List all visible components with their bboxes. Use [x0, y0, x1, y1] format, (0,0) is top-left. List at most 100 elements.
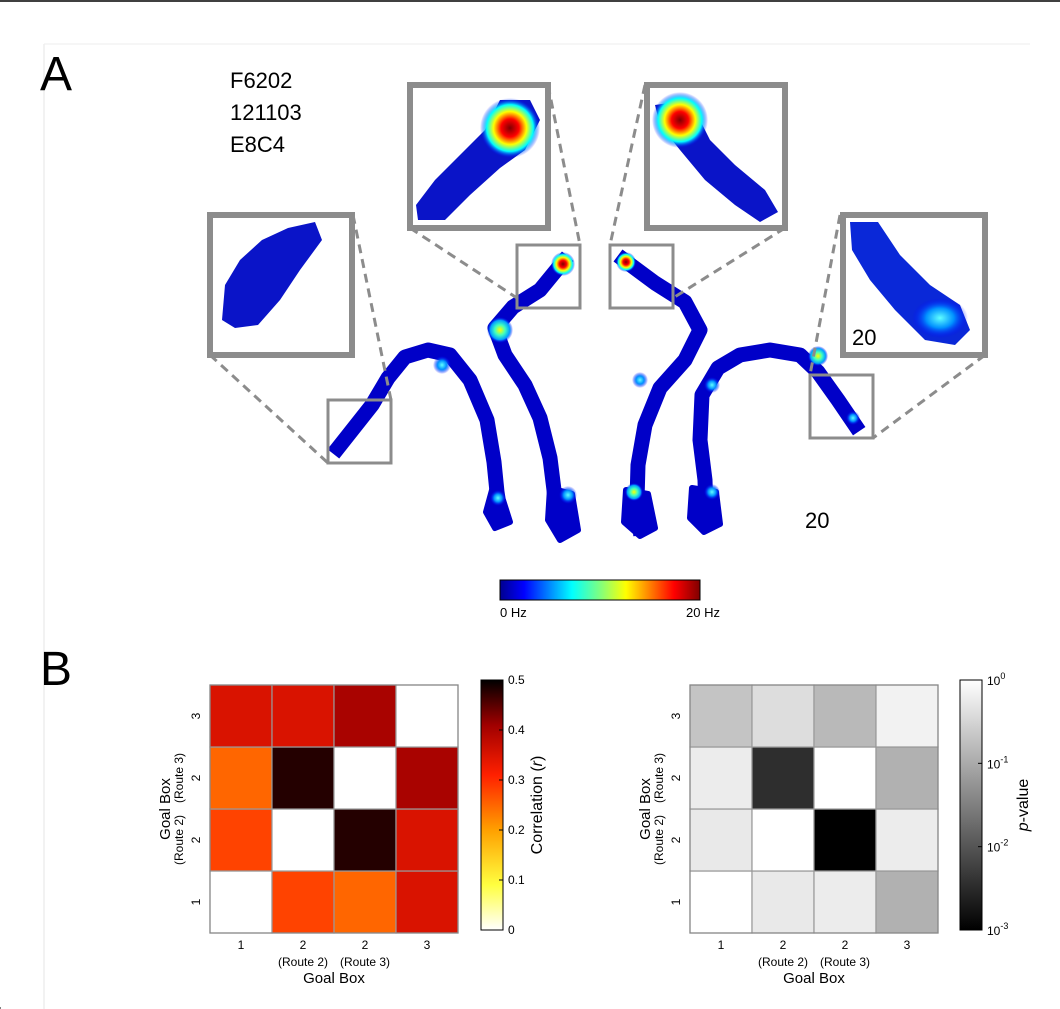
track-rate-maps — [327, 249, 866, 543]
x-tick-sublabel: (Route 3) — [820, 955, 870, 969]
inset-connectors — [208, 84, 986, 465]
heatmap-cell — [395, 746, 459, 810]
heatmap-cell — [395, 870, 459, 934]
p-value-colorbar-label: p-value — [1015, 779, 1032, 833]
colorbar-tick-label: 0.4 — [508, 723, 525, 737]
x-tick-label: 2 — [362, 938, 369, 952]
heatmap-cell — [875, 808, 939, 872]
colorbar-tick-label: 0 — [508, 923, 515, 937]
y-tick-sublabel: (Route 3) — [172, 753, 186, 803]
heatmap-cell — [271, 870, 335, 934]
inset-zoom-route-4 — [840, 212, 988, 358]
heatmap-cell — [209, 746, 273, 810]
heatmap-cell — [209, 808, 273, 872]
heatmap-cell — [689, 870, 753, 934]
heatmap-cell — [875, 746, 939, 810]
track-route-4-field-b — [704, 377, 720, 393]
heatmap-cell — [271, 684, 335, 748]
inset-zoom-route-2 — [407, 82, 551, 231]
heatmap-border — [689, 684, 939, 934]
correlation-colorbar: 0 0.1 0.2 0.3 0.4 0.5 Correlation (r) — [480, 673, 546, 937]
track-route-2-field-a — [487, 317, 513, 343]
heatmap-cell — [813, 684, 877, 748]
colorbar-tick-label: 0.2 — [508, 823, 525, 837]
x-tick-sublabel: (Route 2) — [758, 955, 808, 969]
x-tick-label: 3 — [424, 938, 431, 952]
inset-zoom-route-1 — [207, 212, 355, 358]
x-tick-label: 2 — [842, 938, 849, 952]
selection-box-route-2 — [515, 243, 582, 310]
inset-zoom-route-3 — [644, 82, 788, 231]
x-tick-label: 1 — [238, 938, 245, 952]
colorbar-tick-label: 0.1 — [508, 873, 525, 887]
heatmap-cell — [751, 746, 815, 810]
heatmap-cell — [689, 808, 753, 872]
track-route-1 — [327, 342, 509, 521]
heatmap-border — [209, 684, 459, 934]
colorbar-tick-label: 10-2 — [987, 838, 1008, 855]
x-axis-label: Goal Box — [783, 970, 845, 987]
heatmap-cell — [209, 684, 273, 748]
y-tick-label: 1 — [669, 898, 683, 905]
track-route-4-field-d — [846, 411, 860, 425]
map-scale-label: 20 — [805, 508, 829, 533]
colorbar-min-label: 0 Hz — [500, 605, 527, 620]
y-tick-label: 3 — [669, 712, 683, 719]
track-route-3-foot — [621, 487, 658, 539]
inset-selection-boxes — [326, 243, 875, 465]
y-tick-sublabel: (Route 2) — [172, 815, 186, 865]
x-tick-sublabel: (Route 2) — [278, 955, 328, 969]
heatmap-cell — [751, 870, 815, 934]
firing-rate-colorbar — [499, 579, 701, 601]
panel-b-label: B — [40, 643, 72, 696]
selection-box-route-4 — [808, 373, 875, 440]
track-route-3-field-b — [625, 483, 643, 501]
heatmap-cell — [875, 870, 939, 934]
y-tick-label: 2 — [189, 836, 203, 843]
colorbar-tick-label: 10-3 — [987, 921, 1008, 938]
cell-id-line-1: F6202 — [230, 68, 292, 93]
track-route-1-field-a — [433, 356, 451, 374]
y-axis-label: Goal Box — [157, 778, 174, 840]
heatmap-cell — [751, 684, 815, 748]
heatmap-cell — [209, 870, 273, 934]
x-tick-label: 2 — [300, 938, 307, 952]
track-route-4-field-c — [704, 484, 720, 500]
heatmap-cell — [271, 808, 335, 872]
y-tick-label: 1 — [189, 898, 203, 905]
track-route-3 — [613, 249, 708, 537]
heatmap-cell — [333, 746, 397, 810]
colorbar-tick-label: 100 — [987, 671, 1005, 688]
inset-scale-label: 20 — [852, 325, 876, 350]
y-tick-label: 2 — [669, 836, 683, 843]
colorbar-tick-label: 10-1 — [987, 754, 1008, 771]
track-route-2 — [487, 251, 574, 534]
colorbar-tick-label: 0.5 — [508, 673, 525, 687]
y-tick-label: 2 — [669, 774, 683, 781]
x-tick-label: 1 — [718, 938, 725, 952]
correlation-colorbar-label: Correlation (r) — [529, 756, 546, 855]
colorbar-max-label: 20 Hz — [686, 605, 720, 620]
heatmap-cell — [875, 684, 939, 748]
y-tick-sublabel: (Route 3) — [652, 753, 666, 803]
heatmap-cell — [395, 684, 459, 748]
heatmap-cell — [689, 746, 753, 810]
track-route-1-field-b — [490, 490, 506, 506]
x-tick-label: 3 — [904, 938, 911, 952]
selection-box-route-1 — [326, 398, 393, 465]
panel-a-label: A — [40, 48, 72, 101]
heatmap-cell — [689, 684, 753, 748]
x-tick-label: 2 — [780, 938, 787, 952]
heatmap-cell — [813, 746, 877, 810]
cell-id-line-2: 121103 — [230, 100, 302, 125]
track-route-2-field-b — [559, 486, 577, 504]
x-tick-sublabel: (Route 3) — [340, 955, 390, 969]
heatmap-cell — [333, 808, 397, 872]
heatmap-cell — [751, 808, 815, 872]
heatmap-cell — [271, 746, 335, 810]
heatmap-cell — [813, 808, 877, 872]
track-route-3-hotspot — [616, 252, 636, 272]
